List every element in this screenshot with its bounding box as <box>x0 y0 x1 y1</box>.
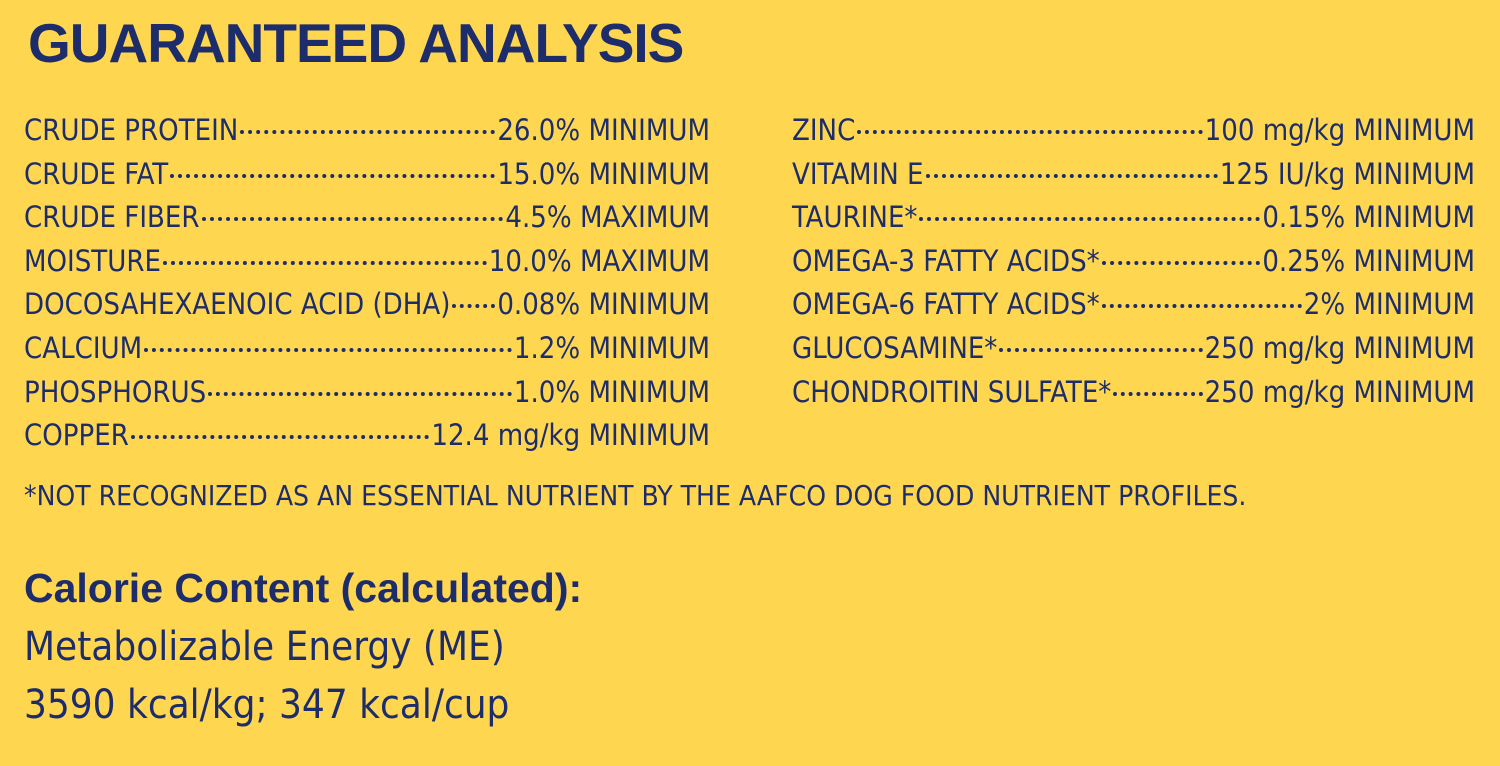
analysis-row: CHONDROITIN SULFATE* 250 mg/kg MINIMUM <box>792 371 1475 415</box>
nutrient-name: GLUCOSAMINE* <box>792 330 998 365</box>
dot-leader <box>857 129 1203 134</box>
nutrient-value: 1.0% MINIMUM <box>513 374 710 409</box>
nutrient-name: CRUDE PROTEIN <box>24 113 239 147</box>
aafco-footnote: *NOT RECOGNIZED AS AN ESSENTIAL NUTRIENT… <box>24 479 1247 512</box>
calorie-content-title: Calorie Content (calculated): <box>24 565 583 611</box>
nutrient-name: PHOSPHORUS <box>24 374 207 409</box>
nutrient-value: 100 mg/kg MINIMUM <box>1204 113 1475 147</box>
analysis-row: VITAMIN E 125 IU/kg MINIMUM <box>792 153 1475 197</box>
dot-leader <box>1101 303 1302 309</box>
nutrient-name: CRUDE FAT <box>24 156 169 191</box>
nutrient-name: OMEGA-6 FATTY ACIDS* <box>792 287 1100 322</box>
analysis-row: MOISTURE 10.0% MAXIMUM <box>24 240 710 284</box>
dot-leader <box>1113 391 1203 396</box>
nutrient-value: 250 mg/kg MINIMUM <box>1204 374 1475 409</box>
nutrient-name: MOISTURE <box>24 243 161 278</box>
analysis-row: COPPER 12.4 mg/kg MINIMUM <box>24 414 710 458</box>
analysis-row: CALCIUM 1.2% MINIMUM <box>24 327 710 371</box>
analysis-row: CRUDE FIBER 4.5% MAXIMUM <box>24 196 710 240</box>
nutrient-name: DOCOSAHEXAENOIC ACID (DHA) <box>24 287 451 322</box>
analysis-row: OMEGA-3 FATTY ACIDS* 0.25% MINIMUM <box>792 240 1475 284</box>
dot-leader <box>130 434 430 440</box>
dot-leader <box>162 260 487 265</box>
nutrient-value: 250 mg/kg MINIMUM <box>1204 330 1475 365</box>
dot-leader <box>999 347 1203 352</box>
dot-leader <box>170 173 496 178</box>
nutrient-value: 125 IU/kg MINIMUM <box>1219 156 1475 191</box>
nutrient-value: 12.4 mg/kg MINIMUM <box>431 418 710 453</box>
nutrient-name: CRUDE FIBER <box>24 200 200 235</box>
nutrient-value: 15.0% MINIMUM <box>497 156 710 191</box>
nutrient-value: 2% MINIMUM <box>1303 287 1475 322</box>
nutrient-value: 0.25% MINIMUM <box>1262 243 1475 278</box>
nutrient-value: 1.2% MINIMUM <box>513 330 710 365</box>
nutrient-name: OMEGA-3 FATTY ACIDS* <box>792 243 1100 278</box>
nutrient-value: 26.0% MINIMUM <box>497 113 710 147</box>
dot-leader <box>925 173 1218 178</box>
calorie-values: 3590 kcal/kg; 347 kcal/cup <box>24 682 510 728</box>
dot-leader <box>208 391 512 396</box>
nutrient-name: TAURINE* <box>792 200 918 235</box>
analysis-row: OMEGA-6 FATTY ACIDS* 2% MINIMUM <box>792 283 1475 327</box>
dot-leader <box>201 216 504 222</box>
nutrient-name: COPPER <box>24 418 129 453</box>
analysis-row: DOCOSAHEXAENOIC ACID (DHA) 0.08% MINIMUM <box>24 283 710 327</box>
analysis-row: PHOSPHORUS 1.0% MINIMUM <box>24 371 710 415</box>
calorie-me-label: Metabolizable Energy (ME) <box>24 624 505 670</box>
nutrient-value: 10.0% MAXIMUM <box>488 243 710 278</box>
dot-leader <box>240 129 496 134</box>
dot-leader <box>144 347 512 352</box>
dot-leader <box>919 216 1261 222</box>
dot-leader <box>452 303 496 309</box>
analysis-row: CRUDE PROTEIN 26.0% MINIMUM <box>24 109 710 153</box>
analysis-row: TAURINE* 0.15% MINIMUM <box>792 196 1475 240</box>
nutrient-value: 0.15% MINIMUM <box>1262 200 1475 235</box>
analysis-column-right: ZINC 100 mg/kg MINIMUM VITAMIN E 125 IU/kg… <box>792 109 1475 414</box>
analysis-column-left: CRUDE PROTEIN 26.0% MINIMUM CRUDE FAT 15.0… <box>24 109 710 458</box>
page-title: GUARANTEED ANALYSIS <box>28 12 684 74</box>
nutrient-name: ZINC <box>792 113 856 147</box>
nutrient-name: CALCIUM <box>24 330 143 365</box>
nutrient-name: CHONDROITIN SULFATE* <box>792 374 1112 409</box>
nutrient-value: 4.5% MAXIMUM <box>505 200 710 235</box>
analysis-row: ZINC 100 mg/kg MINIMUM <box>792 109 1475 153</box>
dot-leader <box>1101 260 1261 265</box>
analysis-row: CRUDE FAT 15.0% MINIMUM <box>24 153 710 197</box>
nutrient-name: VITAMIN E <box>792 156 924 191</box>
analysis-row: GLUCOSAMINE* 250 mg/kg MINIMUM <box>792 327 1475 371</box>
nutrient-value: 0.08% MINIMUM <box>497 287 710 322</box>
